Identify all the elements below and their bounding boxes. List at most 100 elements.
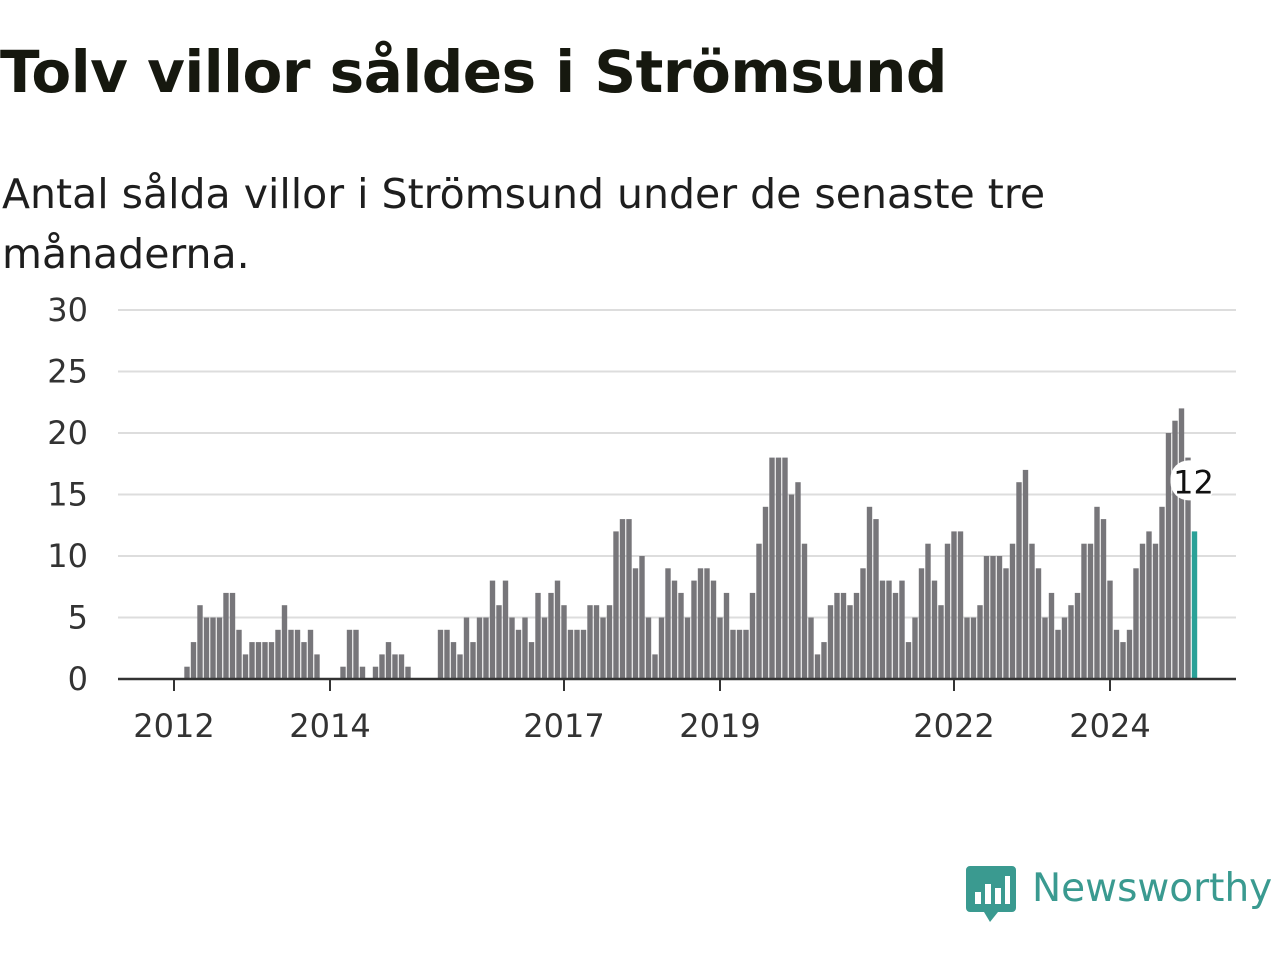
bar bbox=[821, 642, 827, 679]
bar bbox=[769, 457, 775, 679]
bar bbox=[281, 605, 288, 679]
bar-highlight bbox=[1191, 531, 1198, 679]
bar bbox=[190, 642, 197, 679]
bar bbox=[626, 519, 632, 679]
y-tick-label: 25 bbox=[47, 353, 88, 391]
bar bbox=[288, 629, 294, 679]
bar bbox=[1165, 433, 1172, 679]
y-tick-label: 0 bbox=[68, 660, 88, 698]
bar bbox=[236, 629, 242, 679]
bar bbox=[918, 568, 925, 679]
bar bbox=[587, 605, 593, 679]
bar bbox=[353, 629, 359, 679]
bars bbox=[184, 408, 1198, 679]
bar bbox=[684, 617, 691, 679]
bar bbox=[398, 654, 405, 679]
bar bbox=[372, 666, 379, 679]
x-tick-label: 2024 bbox=[1069, 707, 1150, 745]
bar bbox=[977, 605, 983, 679]
bar bbox=[561, 605, 567, 679]
bar bbox=[1055, 629, 1061, 679]
bar bbox=[548, 592, 554, 679]
bar bbox=[691, 580, 697, 679]
bar bbox=[756, 543, 762, 679]
bar bbox=[717, 617, 723, 679]
bar bbox=[782, 457, 788, 679]
bar bbox=[795, 482, 801, 679]
bar bbox=[1120, 642, 1126, 679]
bar bbox=[268, 642, 275, 679]
bar bbox=[931, 580, 938, 679]
bar bbox=[1159, 506, 1165, 679]
y-tick-label: 5 bbox=[68, 599, 88, 637]
brand-name: Newsworthy bbox=[1032, 866, 1273, 911]
bar bbox=[1068, 605, 1074, 679]
bar bbox=[697, 568, 704, 679]
chart-subtitle: Antal sålda villor i Strömsund under de … bbox=[2, 170, 1046, 278]
bar bbox=[860, 568, 866, 679]
bar bbox=[1042, 617, 1048, 679]
bar bbox=[528, 642, 535, 679]
bar bbox=[951, 531, 957, 679]
bar bbox=[990, 556, 996, 679]
bar bbox=[437, 629, 444, 679]
bar bbox=[574, 629, 580, 679]
x-tick-label: 2017 bbox=[523, 707, 604, 745]
bar bbox=[671, 580, 678, 679]
bar bbox=[216, 617, 223, 679]
x-axis: 2012 2014 2017 2019 2022 2024 bbox=[133, 679, 1151, 745]
bar bbox=[808, 617, 814, 679]
bar bbox=[379, 654, 385, 679]
bar bbox=[866, 506, 873, 679]
bar bbox=[944, 543, 951, 679]
bar bbox=[385, 642, 392, 679]
bar bbox=[1139, 543, 1146, 679]
bar bbox=[600, 617, 606, 679]
bar bbox=[606, 605, 613, 679]
bar bbox=[502, 580, 509, 679]
bar bbox=[970, 617, 977, 679]
bar bbox=[834, 592, 840, 679]
bar bbox=[489, 580, 496, 679]
bar bbox=[463, 617, 470, 679]
bar bbox=[1074, 592, 1081, 679]
bar bbox=[1029, 543, 1035, 679]
bar bbox=[203, 617, 210, 679]
bar bbox=[255, 642, 262, 679]
bar bbox=[658, 617, 665, 679]
bar bbox=[314, 654, 320, 679]
bar bbox=[892, 592, 899, 679]
bar bbox=[450, 642, 457, 679]
bar bbox=[905, 642, 912, 679]
annotation-label: 12 bbox=[1173, 463, 1214, 501]
bar bbox=[496, 605, 502, 679]
gridlines bbox=[118, 309, 1236, 619]
x-tick-label: 2022 bbox=[913, 707, 994, 745]
bar bbox=[827, 605, 834, 679]
bar bbox=[996, 556, 1003, 679]
bar bbox=[847, 605, 853, 679]
bar bbox=[1094, 506, 1100, 679]
bar bbox=[665, 568, 671, 679]
bar bbox=[853, 592, 860, 679]
bar bbox=[964, 617, 970, 679]
bar bbox=[346, 629, 353, 679]
x-tick-label: 2012 bbox=[133, 707, 214, 745]
bar bbox=[814, 654, 821, 679]
bar bbox=[678, 592, 684, 679]
annotation-halo bbox=[1170, 460, 1217, 501]
x-tick-label: 2019 bbox=[679, 707, 760, 745]
y-tick-label: 30 bbox=[47, 291, 88, 329]
bar bbox=[470, 642, 476, 679]
bar bbox=[275, 629, 281, 679]
bar bbox=[483, 617, 489, 679]
bar bbox=[652, 654, 658, 679]
bar bbox=[1035, 568, 1042, 679]
bar-chart: 0 5 10 15 20 25 30 2012 2014 2017 2019 2022 2024 12 bbox=[47, 291, 1236, 745]
bar bbox=[1009, 543, 1016, 679]
bar bbox=[788, 494, 795, 679]
bar bbox=[1087, 543, 1094, 679]
bar bbox=[522, 617, 528, 679]
bar bbox=[476, 617, 483, 679]
bar bbox=[307, 629, 314, 679]
